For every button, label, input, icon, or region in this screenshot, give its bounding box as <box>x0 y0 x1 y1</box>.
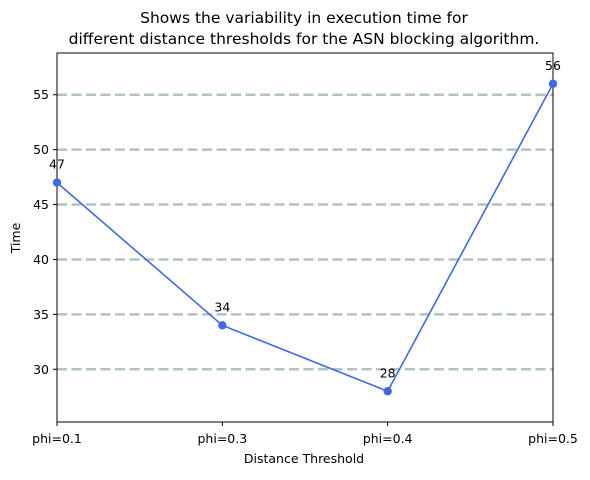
x-tick-label: phi=0.1 <box>32 431 82 446</box>
gridlines <box>57 93 553 371</box>
data-label: 56 <box>545 58 561 73</box>
data-label: 47 <box>49 157 65 172</box>
ticks: 30 35 40 45 50 55 phi=0.1 phi=0.3 phi=0.4 phi=0.5 <box>32 87 578 446</box>
chart-title-line2: different distance thresholds for the AS… <box>69 30 540 48</box>
data-point <box>548 79 558 88</box>
chart-title-line1: Shows the variability in execution time … <box>140 9 468 27</box>
x-tick-label: phi=0.4 <box>363 431 413 446</box>
x-tick-label: phi=0.5 <box>528 431 578 446</box>
y-tick-label: 30 <box>33 362 49 377</box>
y-tick-label: 45 <box>33 197 49 212</box>
axes <box>56 52 554 423</box>
y-tick-label: 35 <box>33 307 49 322</box>
plot-frame <box>56 52 554 423</box>
y-tick-label: 50 <box>33 142 49 157</box>
data-point <box>383 387 392 396</box>
series <box>52 79 558 396</box>
y-axis-label: Time <box>8 222 23 254</box>
data-label: 28 <box>380 365 396 380</box>
y-tick-label: 40 <box>33 252 49 267</box>
x-tick-label: phi=0.3 <box>197 431 247 446</box>
data-label: 34 <box>214 299 230 314</box>
data-point <box>52 178 62 187</box>
data-point <box>218 321 227 330</box>
x-axis-label: Distance Threshold <box>244 451 364 466</box>
series-line <box>56 83 554 393</box>
y-tick-label: 55 <box>33 87 49 102</box>
data-labels: 47 34 28 56 <box>49 58 561 381</box>
